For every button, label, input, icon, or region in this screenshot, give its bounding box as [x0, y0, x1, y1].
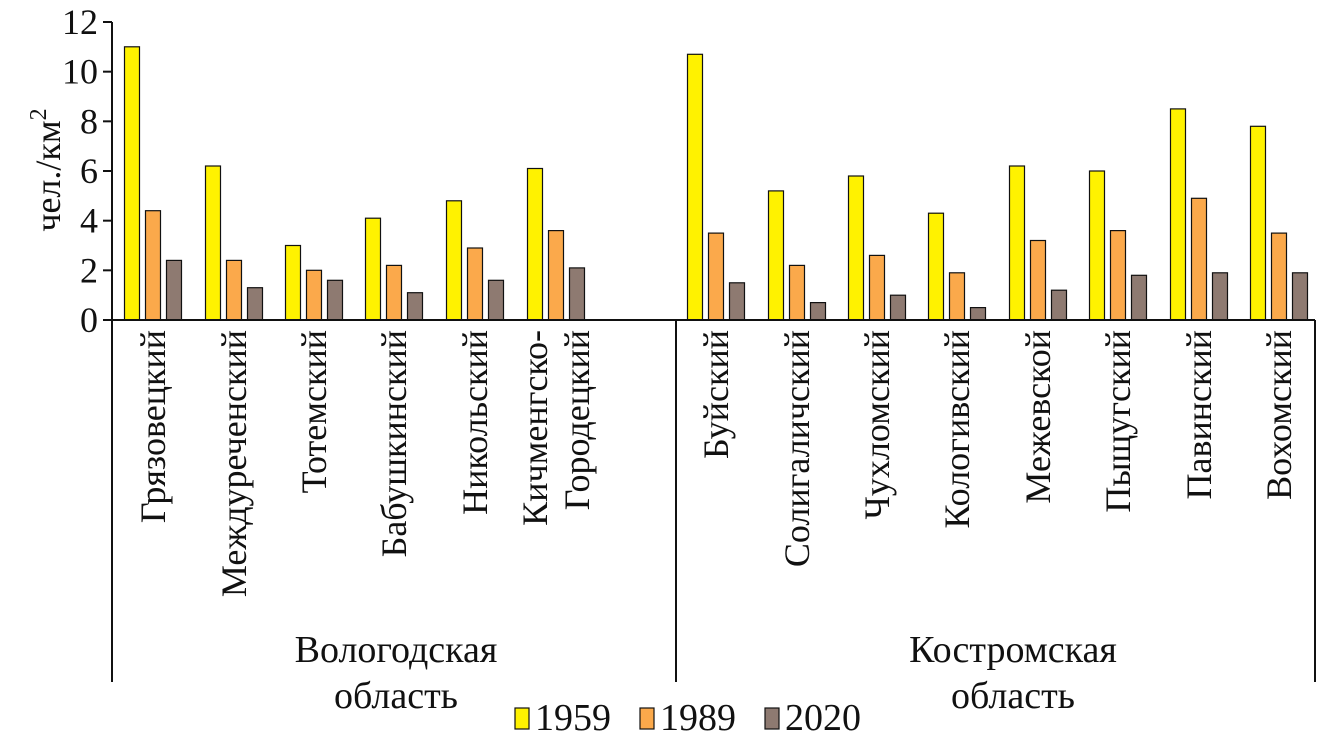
category-label: Кологивский: [937, 330, 977, 529]
group-label: Костромская: [909, 629, 1117, 671]
bar-2020-Междуреченский: [246, 287, 264, 321]
legend: 1959 1989 2020: [514, 697, 861, 739]
bar-1959-Бабушкинский: [364, 217, 382, 321]
bar-1959-Вохомский: [1249, 125, 1267, 321]
bar-1989-Буйский: [707, 232, 725, 321]
y-tick-label: 2: [80, 250, 98, 290]
group-label: область: [951, 675, 1075, 717]
category-label: Тотемский: [294, 330, 334, 493]
category-label: Вохомский: [1259, 330, 1299, 500]
y-tick-labels: 0 2 4 6 8 10 12: [62, 2, 98, 340]
y-tick-label: 0: [80, 300, 98, 340]
bar-1959-Кологивский: [927, 212, 945, 321]
bar-1989-Кичменгско--Городецкий: [547, 230, 565, 321]
category-label: Бабушкинский: [374, 330, 414, 557]
bar-2020-Кологивский: [969, 307, 987, 321]
bar-1989-Павинский: [1190, 197, 1208, 321]
bar-2020-Солигаличский: [809, 302, 827, 321]
bar-2020-Кичменгско--Городецкий: [568, 267, 586, 321]
category-label: Городецкий: [557, 330, 597, 510]
bar-1989-Чухломский: [868, 254, 886, 321]
group-label: Вологодская: [295, 629, 498, 671]
legend-label-2020: 2020: [785, 697, 861, 739]
bar-1989-Тотемский: [305, 269, 323, 321]
y-tick-label: 4: [80, 201, 98, 241]
y-axis-label-superscript: 2: [26, 108, 52, 120]
bar-1989-Бабушкинский: [385, 264, 403, 321]
y-tick-label: 12: [62, 2, 98, 42]
bar-2020-Пыщугский: [1130, 274, 1148, 321]
legend-swatch-1989: [639, 707, 655, 730]
bar-2020-Грязовецкий: [165, 259, 183, 321]
bar-1989-Вохомский: [1270, 232, 1288, 321]
bar-1989-Пыщугский: [1109, 230, 1127, 321]
bar-2020-Павинский: [1211, 272, 1229, 321]
category-label: Междуреченский: [214, 330, 254, 597]
category-label: Павинский: [1179, 330, 1219, 500]
bar-1959-Междуреченский: [204, 165, 222, 321]
bar-1959-Пыщугский: [1088, 170, 1106, 321]
y-tick-label: 10: [62, 52, 98, 92]
category-label: Кичменгско-: [515, 330, 555, 526]
bar-1959-Никольский: [445, 200, 463, 321]
bar-1959-Кичменгско--Городецкий: [526, 167, 544, 321]
bars-layer: [123, 46, 1309, 321]
bar-1959-Павинский: [1169, 108, 1187, 321]
category-label: Грязовецкий: [133, 330, 173, 523]
category-label: Чухломский: [857, 330, 897, 519]
category-label: Никольский: [455, 330, 495, 515]
category-label: Буйский: [696, 330, 736, 459]
bar-1989-Никольский: [466, 247, 484, 321]
legend-label-1989: 1989: [660, 697, 736, 739]
axes-layer: [103, 21, 1316, 682]
category-label: Солигаличский: [777, 330, 817, 567]
bar-1959-Грязовецкий: [123, 46, 141, 321]
bar-1959-Чухломский: [847, 175, 865, 321]
category-label: Межевской: [1018, 330, 1058, 504]
bar-1989-Солигаличский: [788, 264, 806, 321]
bar-1989-Междуреченский: [225, 259, 243, 321]
bar-1989-Грязовецкий: [144, 210, 162, 321]
bar-1989-Межевской: [1029, 239, 1047, 321]
legend-swatch-2020: [764, 707, 780, 730]
category-label: Пыщугский: [1098, 330, 1138, 513]
group-label: область: [334, 675, 458, 717]
bar-2020-Вохомский: [1291, 272, 1309, 321]
bar-1989-Кологивский: [948, 272, 966, 321]
bar-2020-Бабушкинский: [406, 292, 424, 321]
bar-2020-Чухломский: [889, 294, 907, 321]
bar-1959-Буйский: [686, 53, 704, 321]
bar-2020-Межевской: [1050, 289, 1068, 321]
legend-swatch-1959: [514, 707, 530, 730]
bar-1959-Солигаличский: [767, 190, 785, 321]
y-tick-label: 6: [80, 151, 98, 191]
y-axis-label: чел./км2: [26, 108, 68, 231]
bar-1959-Тотемский: [284, 244, 302, 321]
bar-2020-Буйский: [728, 282, 746, 321]
bar-2020-Никольский: [487, 279, 505, 321]
y-tick-label: 8: [80, 101, 98, 141]
category-labels: Грязовецкий Междуреченский Тотемский Бабушк…: [133, 330, 1299, 597]
bar-1959-Межевской: [1008, 165, 1026, 321]
legend-label-1959: 1959: [535, 697, 611, 739]
y-axis-label-text: чел./км: [28, 120, 68, 231]
bar-2020-Тотемский: [326, 279, 344, 321]
